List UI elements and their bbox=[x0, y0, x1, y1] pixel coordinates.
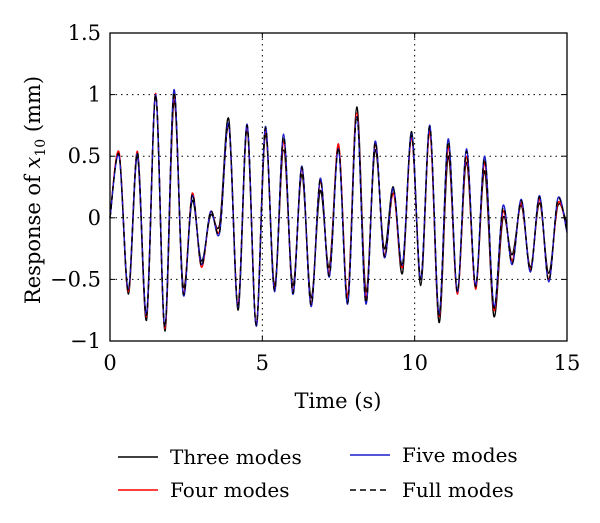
legend-label-three-modes: Three modes bbox=[170, 445, 302, 469]
legend-label-full-modes: Full modes bbox=[402, 478, 514, 502]
y-tick-label: 0 bbox=[88, 206, 101, 230]
y-tick-label: −0.5 bbox=[50, 267, 101, 291]
ticks: 0 5 10 15 −1 −0.5 0 0.5 1 1.5 bbox=[50, 21, 580, 375]
x-tick-label: 15 bbox=[554, 351, 581, 375]
y-axis-title-subscript: 10 bbox=[33, 139, 49, 157]
legend: Three modes Four modes Five modes Full mode… bbox=[118, 443, 518, 502]
y-tick-label: 1.5 bbox=[68, 21, 101, 45]
y-tick-label: 1 bbox=[88, 83, 101, 107]
y-tick-label: 0.5 bbox=[68, 144, 101, 168]
series-lines bbox=[109, 88, 568, 332]
y-axis-title-suffix: (mm) bbox=[21, 76, 45, 139]
series-line-full-modes bbox=[109, 91, 568, 329]
y-axis-title: Response of x10 (mm) bbox=[21, 76, 49, 304]
legend-label-four-modes: Four modes bbox=[170, 478, 290, 502]
y-tick-label: −1 bbox=[70, 329, 101, 353]
plot-frame bbox=[109, 32, 568, 342]
legend-label-five-modes: Five modes bbox=[402, 443, 518, 467]
x-tick-label: 5 bbox=[256, 351, 269, 375]
series-line-five-modes bbox=[109, 88, 568, 327]
x-axis-title: Time (s) bbox=[295, 389, 382, 413]
x-tick-label: 10 bbox=[401, 351, 428, 375]
y-axis-title-prefix: Response of bbox=[21, 168, 45, 304]
series-line-three-modes bbox=[109, 93, 568, 332]
y-axis-title-variable: x bbox=[21, 156, 45, 168]
series-line-four-modes bbox=[109, 92, 568, 330]
x-tick-label: 0 bbox=[103, 351, 116, 375]
